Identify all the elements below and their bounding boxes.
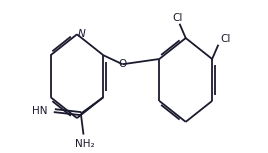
Text: N: N (78, 29, 86, 39)
Text: O: O (118, 59, 126, 69)
Text: NH₂: NH₂ (75, 139, 95, 149)
Text: Cl: Cl (173, 13, 183, 23)
Text: Cl: Cl (221, 34, 231, 44)
Text: HN: HN (32, 106, 48, 116)
